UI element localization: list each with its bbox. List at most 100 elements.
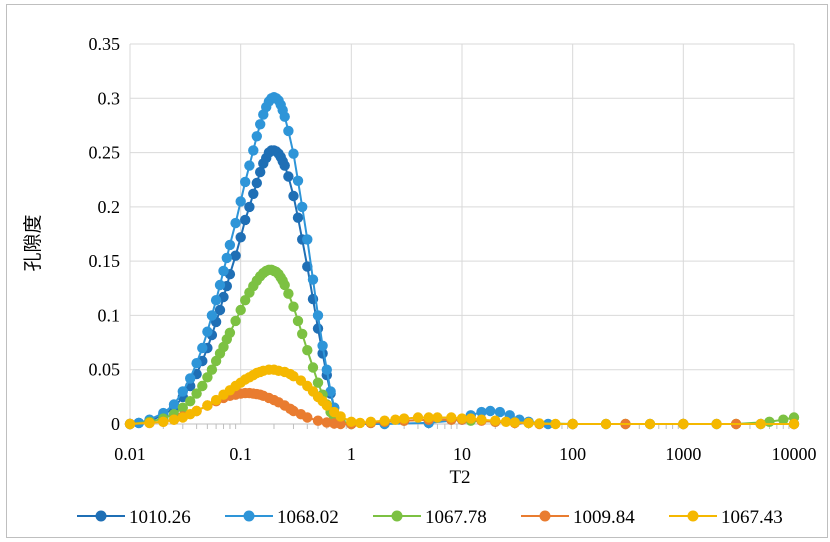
data-point [144,417,155,429]
y-tick-label: 0.2 [98,197,121,217]
data-point [185,373,196,384]
data-point [297,201,308,213]
legend-item: 1009.84 [521,507,635,528]
data-point [235,232,246,243]
data-point [240,176,251,188]
y-axis-ticks: 0 0.05 0.1 0.15 0.2 0.25 0.3 0.35 [89,34,121,434]
gridlines [129,43,795,429]
data-point [335,418,346,430]
data-point [476,406,487,418]
data-point [244,201,255,213]
data-point [279,160,290,171]
data-point [206,310,218,321]
data-point [124,418,136,430]
data-point [465,413,476,424]
x-tick-label: 100 [559,444,586,464]
y-tick-label: 0.05 [89,360,121,380]
series-layer [124,92,800,430]
data-point [240,214,251,226]
data-point [288,301,299,312]
legend-marker [243,510,255,522]
data-point [379,415,390,426]
data-point [214,304,226,316]
data-point [283,125,294,137]
data-point [534,418,545,429]
data-point [251,177,262,189]
data-point [302,345,313,356]
legend-marker [391,510,403,522]
data-point [297,328,308,340]
data-point [398,413,410,424]
data-point [365,416,376,427]
data-point [221,252,232,264]
data-point [446,412,457,423]
data-point [279,279,290,291]
data-point [312,415,324,426]
y-tick-label: 0 [111,414,120,434]
data-point [523,417,534,429]
x-tick-label: 0.1 [229,444,252,464]
series-1067.43 [124,364,800,430]
legend-item: 1067.43 [669,507,783,528]
data-point [567,418,578,430]
data-point [230,217,241,229]
data-point [325,386,336,397]
data-point [248,145,259,156]
x-tick-label: 10000 [772,444,817,464]
data-point [235,304,246,316]
data-point [600,418,612,430]
data-point [509,417,520,428]
data-point [224,239,236,251]
chart-frame: 0 0.05 0.1 0.15 0.2 0.25 0.3 0.35 0.01 0.1 1 10 100… [6,4,828,538]
data-point [432,412,443,423]
legend-label: 1067.78 [425,507,487,528]
y-tick-label: 0.1 [98,305,121,325]
data-point [321,400,332,411]
y-tick-label: 0.35 [89,34,121,54]
data-point [279,111,290,122]
data-point [158,416,169,427]
data-point [206,364,218,375]
data-point [500,416,512,427]
data-point [485,405,496,417]
data-point [412,412,424,423]
legend-item: 1067.78 [373,507,487,528]
x-tick-label: 1 [347,444,356,464]
legend: 1010.26 1068.02 1067.78 1009.84 1067.43 [77,507,783,528]
data-point [240,295,251,306]
data-point [191,388,202,399]
y-axis-label: 孔隙度 [22,214,44,271]
legend-label: 1068.02 [277,507,339,528]
data-point [778,414,789,425]
legend-marker [95,510,107,522]
data-point [168,414,180,425]
data-point [490,415,501,426]
data-point [177,402,188,413]
data-point [423,412,434,423]
data-point [312,323,324,334]
data-point [292,212,304,223]
data-point [197,380,208,392]
data-point [335,411,346,422]
data-point [302,234,313,245]
data-point [251,131,262,142]
data-point [255,119,266,130]
y-tick-label: 0.3 [98,88,121,108]
data-point [764,416,775,427]
legend-marker [539,510,551,522]
data-point [255,166,266,178]
data-point [191,358,202,369]
data-point [283,171,294,182]
data-point [283,288,294,299]
x-axis-label: T2 [449,467,470,488]
data-point [202,326,213,337]
data-point [292,315,304,327]
data-point [185,396,196,407]
data-point [210,394,222,406]
data-point [292,175,304,186]
data-point [244,160,255,171]
data-point [644,418,656,430]
data-point [321,364,332,375]
legend-marker [687,510,699,522]
data-point [346,416,357,427]
